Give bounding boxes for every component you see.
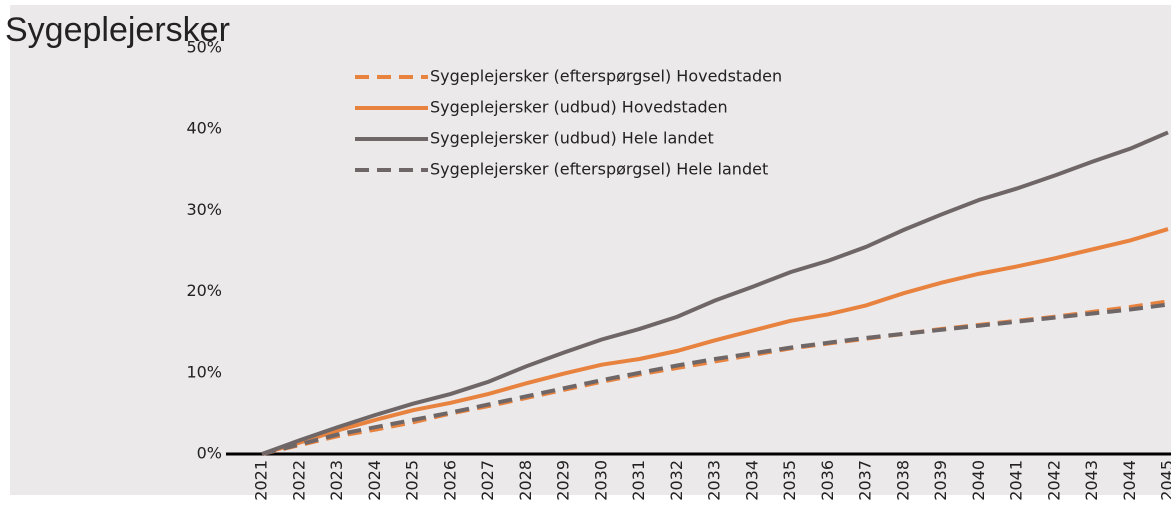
x-tick-label: 2029 <box>554 460 573 501</box>
y-tick-label: 50% <box>186 38 222 57</box>
x-tick-label: 2028 <box>516 460 535 501</box>
x-tick-label: 2035 <box>780 460 799 501</box>
series-line <box>261 299 1169 456</box>
x-tick-label: 2042 <box>1044 460 1063 501</box>
x-tick-label: 2041 <box>1007 460 1026 501</box>
x-tick-label: 2033 <box>705 460 724 501</box>
legend-label: Sygeplejersker (efterspørgsel) Hele land… <box>430 160 768 179</box>
y-tick-label: 40% <box>186 119 222 138</box>
x-tick-label: 2026 <box>440 460 459 501</box>
x-tick-label: 2023 <box>327 460 346 501</box>
x-tick-label: 2021 <box>252 460 271 501</box>
x-tick-label: 2034 <box>742 460 761 501</box>
y-tick-label: 20% <box>186 281 222 300</box>
x-tick-label: 2027 <box>478 460 497 501</box>
x-tick-label: 2037 <box>856 460 875 501</box>
legend-label: Sygeplejersker (udbud) Hovedstaden <box>430 98 728 117</box>
x-tick-label: 2039 <box>931 460 950 501</box>
x-tick-label: 2032 <box>667 460 686 501</box>
y-tick-label: 30% <box>186 200 222 219</box>
x-tick-label: 2043 <box>1082 460 1101 501</box>
legend-label: Sygeplejersker (efterspørgsel) Hovedstad… <box>430 67 782 86</box>
x-tick-label: 2030 <box>591 460 610 501</box>
legend-label: Sygeplejersker (udbud) Hele landet <box>430 129 714 148</box>
series-line <box>261 227 1169 456</box>
x-tick-label: 2022 <box>289 460 308 501</box>
y-tick-label: 10% <box>186 362 222 381</box>
x-tick-label: 2031 <box>629 460 648 501</box>
y-tick-label: 0% <box>197 444 222 463</box>
series-line <box>261 302 1169 456</box>
plot-background <box>10 5 1171 495</box>
chart-title: Sygeplejersker <box>5 11 230 49</box>
x-tick-label: 2044 <box>1120 460 1139 501</box>
x-tick-label: 2036 <box>818 460 837 501</box>
x-tick-label: 2025 <box>403 460 422 501</box>
x-tick-label: 2024 <box>365 460 384 501</box>
x-tick-label: 2040 <box>969 460 988 501</box>
x-tick-label: 2045 <box>1158 460 1171 501</box>
x-tick-label: 2038 <box>893 460 912 501</box>
series-line <box>261 130 1169 456</box>
